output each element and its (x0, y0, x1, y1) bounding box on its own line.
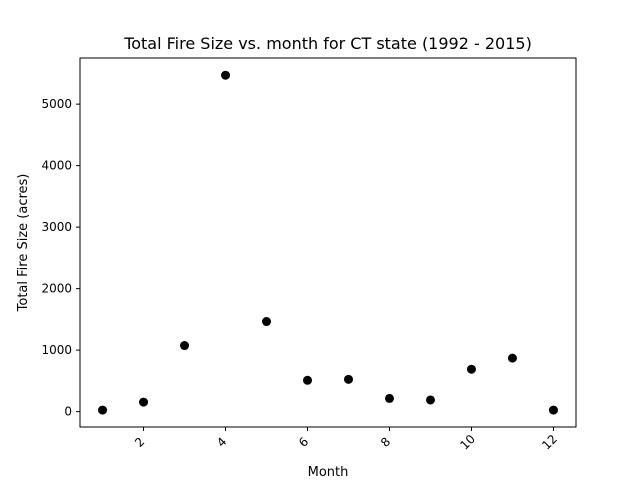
y-tick-label: 1000 (41, 343, 72, 357)
data-point (548, 405, 558, 415)
y-axis-label: Total Fire Size (acres) (16, 174, 31, 313)
data-point (425, 395, 435, 405)
data-point (303, 375, 313, 385)
y-tick-label: 4000 (41, 159, 72, 173)
data-point (384, 393, 394, 403)
x-axis-label: Month (308, 465, 349, 480)
data-point (221, 70, 231, 80)
data-point (507, 353, 517, 363)
data-points (98, 70, 558, 415)
data-point (180, 341, 190, 351)
y-tick-label: 3000 (41, 220, 72, 234)
chart-title: Total Fire Size vs. month for CT state (… (123, 34, 532, 53)
data-point (466, 364, 476, 374)
data-point (139, 397, 149, 407)
y-tick-label: 5000 (41, 97, 72, 111)
plot-area-frame (79, 57, 577, 428)
data-point (98, 405, 108, 415)
data-point (262, 317, 272, 327)
y-tick-label: 2000 (41, 282, 72, 296)
data-point (343, 374, 353, 384)
y-tick-label: 0 (64, 405, 72, 419)
